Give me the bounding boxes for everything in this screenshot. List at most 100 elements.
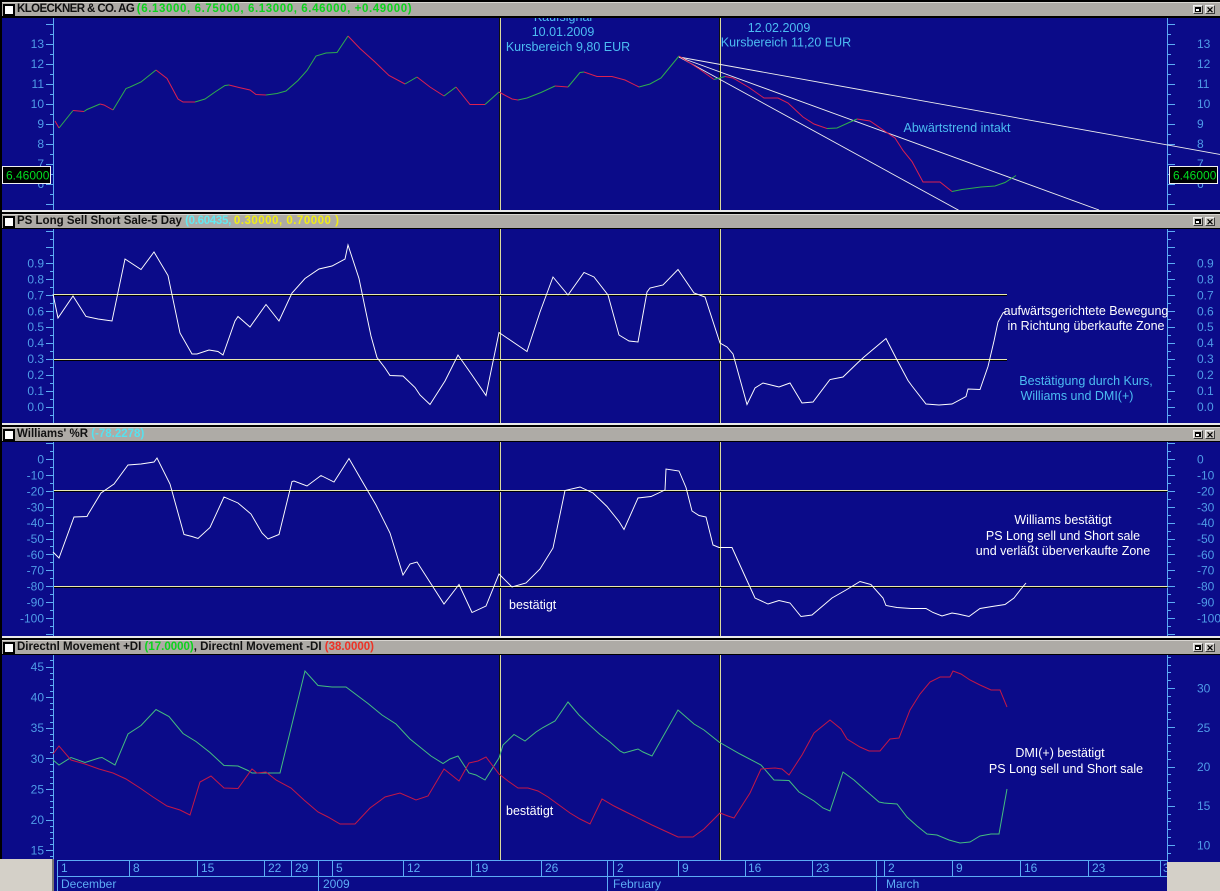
svg-text:0.4: 0.4 bbox=[27, 336, 44, 350]
svg-text:February: February bbox=[613, 877, 661, 891]
svg-text:und verläßt überverkaufte Zone: und verläßt überverkaufte Zone bbox=[976, 544, 1150, 558]
svg-text:35: 35 bbox=[31, 721, 45, 735]
svg-text:9: 9 bbox=[1197, 117, 1204, 131]
svg-text:-50: -50 bbox=[1197, 532, 1215, 546]
svg-text:20: 20 bbox=[31, 813, 45, 827]
svg-text:40: 40 bbox=[31, 691, 45, 705]
svg-text:-70: -70 bbox=[1197, 564, 1215, 578]
svg-text:0.9: 0.9 bbox=[27, 256, 44, 270]
svg-text:March: March bbox=[886, 877, 919, 891]
svg-text:Williams und DMI(+): Williams und DMI(+) bbox=[1021, 389, 1134, 403]
svg-text:0.7: 0.7 bbox=[1197, 288, 1214, 302]
svg-text:15: 15 bbox=[31, 844, 45, 858]
svg-text:23: 23 bbox=[1092, 861, 1106, 875]
svg-text:-30: -30 bbox=[27, 500, 45, 514]
svg-text:Kaufsignal: Kaufsignal bbox=[534, 10, 592, 24]
svg-text:25: 25 bbox=[1197, 721, 1211, 735]
svg-text:PS Long sell und Short sale: PS Long sell und Short sale bbox=[986, 529, 1140, 543]
svg-text:-20: -20 bbox=[27, 484, 45, 498]
svg-text:0.8: 0.8 bbox=[27, 272, 44, 286]
svg-text:December: December bbox=[61, 877, 116, 891]
svg-text:-100: -100 bbox=[20, 611, 44, 625]
svg-text:0.4: 0.4 bbox=[1197, 336, 1214, 350]
svg-text:12: 12 bbox=[407, 861, 421, 875]
svg-text:30: 30 bbox=[1197, 682, 1211, 696]
svg-text:23: 23 bbox=[816, 861, 830, 875]
svg-text:10: 10 bbox=[1197, 838, 1211, 852]
svg-text:-40: -40 bbox=[27, 516, 45, 530]
svg-text:-60: -60 bbox=[1197, 548, 1215, 562]
svg-text:0.1: 0.1 bbox=[1197, 384, 1214, 398]
svg-text:8: 8 bbox=[1197, 137, 1204, 151]
svg-text:aufwärtsgerichtete Bewegung: aufwärtsgerichtete Bewegung bbox=[1004, 304, 1169, 318]
svg-text:0.8: 0.8 bbox=[1197, 272, 1214, 286]
svg-text:0: 0 bbox=[37, 453, 44, 467]
svg-text:0.3: 0.3 bbox=[1197, 352, 1214, 366]
svg-text:20: 20 bbox=[1197, 760, 1211, 774]
svg-text:22: 22 bbox=[268, 861, 282, 875]
svg-text:11: 11 bbox=[1197, 77, 1210, 91]
svg-text:8: 8 bbox=[133, 861, 140, 875]
svg-text:0.6: 0.6 bbox=[1197, 304, 1214, 318]
svg-text:45: 45 bbox=[31, 660, 45, 674]
svg-text:PS Long sell und Short sale: PS Long sell und Short sale bbox=[989, 762, 1143, 776]
svg-text:16: 16 bbox=[748, 861, 762, 875]
svg-text:-10: -10 bbox=[1197, 469, 1215, 483]
svg-text:-90: -90 bbox=[27, 595, 45, 609]
svg-text:0.7: 0.7 bbox=[27, 288, 44, 302]
svg-text:Kursbereich 9,80 EUR: Kursbereich 9,80 EUR bbox=[506, 40, 630, 54]
svg-text:19: 19 bbox=[475, 861, 489, 875]
svg-text:0.1: 0.1 bbox=[27, 384, 44, 398]
svg-text:-30: -30 bbox=[1197, 500, 1215, 514]
svg-text:13: 13 bbox=[31, 37, 45, 51]
svg-text:-40: -40 bbox=[1197, 516, 1215, 530]
svg-text:15: 15 bbox=[1197, 799, 1211, 813]
svg-text:8: 8 bbox=[37, 137, 44, 151]
svg-text:-80: -80 bbox=[1197, 580, 1215, 594]
svg-text:10.01.2009: 10.01.2009 bbox=[532, 25, 595, 39]
svg-text:Williams bestätigt: Williams bestätigt bbox=[1014, 513, 1112, 527]
svg-text:0.0: 0.0 bbox=[1197, 400, 1214, 414]
svg-text:2: 2 bbox=[888, 861, 895, 875]
svg-text:-10: -10 bbox=[27, 469, 45, 483]
svg-text:-70: -70 bbox=[27, 564, 45, 578]
svg-text:11: 11 bbox=[32, 77, 45, 91]
svg-text:12.02.2009: 12.02.2009 bbox=[748, 21, 811, 35]
svg-text:-60: -60 bbox=[27, 548, 45, 562]
svg-text:6.46000: 6.46000 bbox=[1173, 169, 1217, 183]
svg-text:7: 7 bbox=[1197, 157, 1204, 171]
svg-text:-90: -90 bbox=[1197, 595, 1215, 609]
svg-text:13: 13 bbox=[1197, 37, 1211, 51]
svg-text:-20: -20 bbox=[1197, 484, 1215, 498]
svg-text:-100: -100 bbox=[1197, 611, 1220, 625]
svg-text:0.2: 0.2 bbox=[1197, 368, 1214, 382]
svg-text:2: 2 bbox=[617, 861, 624, 875]
svg-text:0: 0 bbox=[1197, 453, 1204, 467]
svg-text:bestätigt: bestätigt bbox=[506, 804, 554, 818]
svg-text:25: 25 bbox=[31, 782, 45, 796]
svg-text:7: 7 bbox=[37, 157, 44, 171]
svg-text:9: 9 bbox=[682, 861, 689, 875]
svg-text:9: 9 bbox=[956, 861, 963, 875]
svg-text:15: 15 bbox=[201, 861, 215, 875]
svg-text:-50: -50 bbox=[27, 532, 45, 546]
svg-text:9: 9 bbox=[37, 117, 44, 131]
svg-text:0.0: 0.0 bbox=[27, 400, 44, 414]
svg-text:12: 12 bbox=[31, 57, 45, 71]
svg-text:29: 29 bbox=[295, 861, 309, 875]
svg-text:6.46000: 6.46000 bbox=[6, 169, 50, 183]
svg-text:0.3: 0.3 bbox=[27, 352, 44, 366]
svg-text:-80: -80 bbox=[27, 580, 45, 594]
svg-text:0.9: 0.9 bbox=[1197, 256, 1214, 270]
svg-text:Bestätigung durch Kurs,: Bestätigung durch Kurs, bbox=[1019, 374, 1152, 388]
svg-text:0.6: 0.6 bbox=[27, 304, 44, 318]
svg-text:26: 26 bbox=[545, 861, 559, 875]
svg-text:0.5: 0.5 bbox=[1197, 320, 1214, 334]
svg-text:Kursbereich 11,20 EUR: Kursbereich 11,20 EUR bbox=[721, 36, 851, 50]
svg-text:bestätigt: bestätigt bbox=[509, 598, 557, 612]
svg-text:12: 12 bbox=[1197, 57, 1211, 71]
svg-text:30: 30 bbox=[31, 752, 45, 766]
svg-text:DMI(+) bestätigt: DMI(+) bestätigt bbox=[1015, 746, 1105, 760]
svg-text:5: 5 bbox=[336, 861, 343, 875]
svg-text:in Richtung überkaufte Zone: in Richtung überkaufte Zone bbox=[1007, 319, 1164, 333]
